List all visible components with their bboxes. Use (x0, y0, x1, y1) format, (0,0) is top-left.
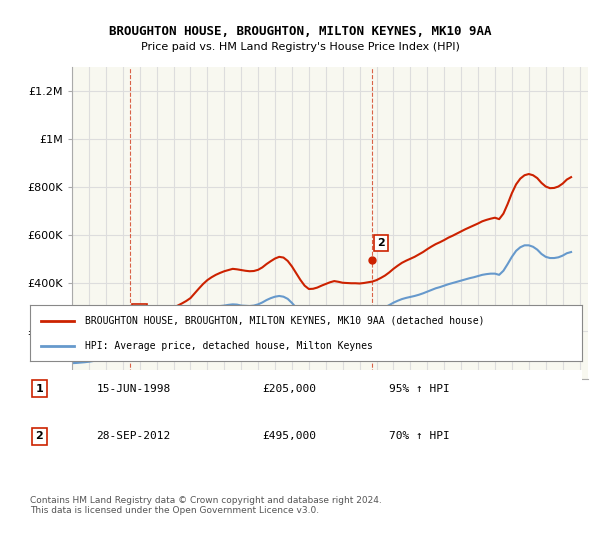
Text: BROUGHTON HOUSE, BROUGHTON, MILTON KEYNES, MK10 9AA: BROUGHTON HOUSE, BROUGHTON, MILTON KEYNE… (109, 25, 491, 38)
Text: £205,000: £205,000 (262, 384, 316, 394)
Text: BROUGHTON HOUSE, BROUGHTON, MILTON KEYNES, MK10 9AA (detached house): BROUGHTON HOUSE, BROUGHTON, MILTON KEYNE… (85, 316, 485, 326)
Text: £495,000: £495,000 (262, 431, 316, 441)
Text: 2: 2 (35, 431, 43, 441)
Text: 1: 1 (35, 384, 43, 394)
Text: HPI: Average price, detached house, Milton Keynes: HPI: Average price, detached house, Milt… (85, 340, 373, 351)
Text: 95% ↑ HPI: 95% ↑ HPI (389, 384, 449, 394)
Text: 1: 1 (136, 307, 143, 318)
Text: 2: 2 (377, 238, 385, 248)
Text: 15-JUN-1998: 15-JUN-1998 (96, 384, 170, 394)
Text: Contains HM Land Registry data © Crown copyright and database right 2024.
This d: Contains HM Land Registry data © Crown c… (30, 496, 382, 515)
Text: 28-SEP-2012: 28-SEP-2012 (96, 431, 170, 441)
Text: 70% ↑ HPI: 70% ↑ HPI (389, 431, 449, 441)
Text: Price paid vs. HM Land Registry's House Price Index (HPI): Price paid vs. HM Land Registry's House … (140, 42, 460, 52)
